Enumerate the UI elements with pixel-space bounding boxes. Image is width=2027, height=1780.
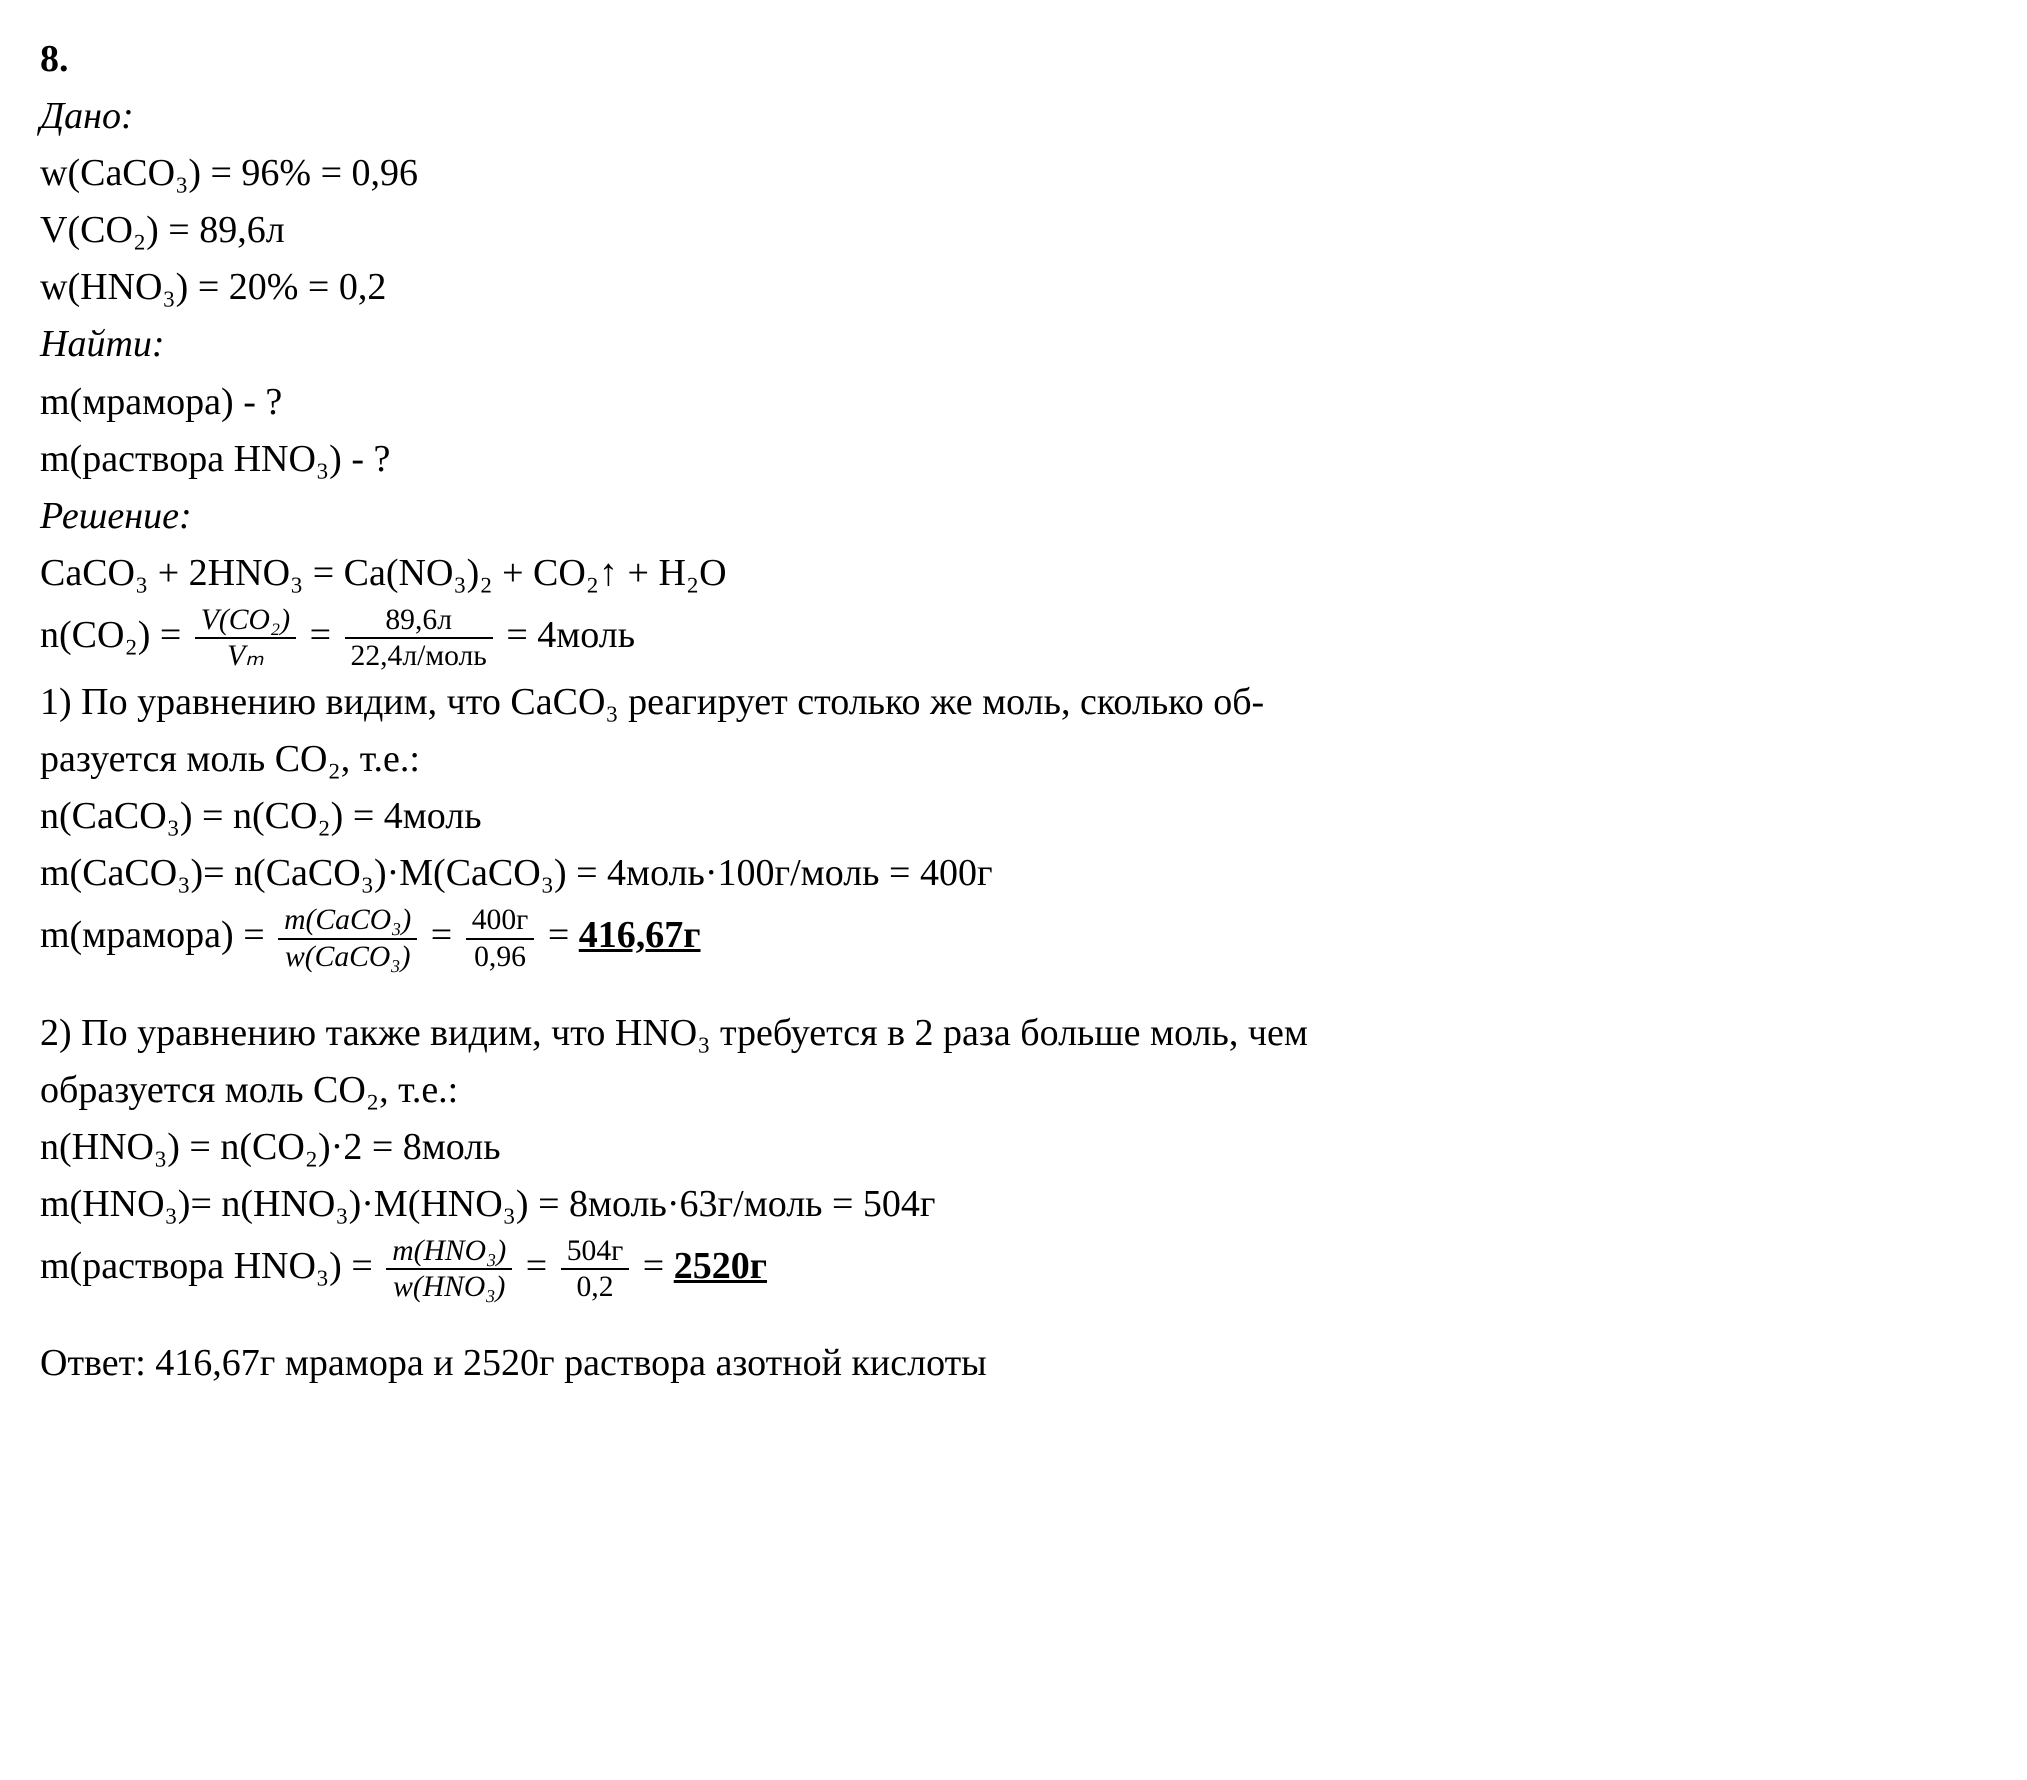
find-line-2: m(раствора HNO₃) - ? [40, 432, 1987, 487]
part2-m-line: m(HNO₃)= n(HNO₃)·M(HNO₃) = 8моль·63г/мол… [40, 1177, 1987, 1232]
n-co2-frac2-num: 89,6л [345, 603, 493, 639]
solmass-frac1-num: m(HNO₃) [386, 1234, 512, 1270]
problem-number: 8. [40, 32, 1987, 87]
part1-m-line: m(CaCO₃)= n(CaCO₃)·M(CaCO₃) = 4моль·100г… [40, 846, 1987, 901]
solmass-frac2-num: 504г [561, 1234, 630, 1270]
marble-frac1-den: w(CaCO₃) [278, 940, 417, 974]
marble-left: m(мрамора) = [40, 914, 274, 956]
part1-marble-line: m(мрамора) = m(CaCO₃) w(CaCO₃) = 400г 0,… [40, 903, 1987, 973]
solmass-frac1-den: w(HNO₃) [386, 1270, 512, 1304]
n-co2-frac2-den: 22,4л/моль [345, 639, 493, 673]
n-co2-frac1-den: Vₘ [195, 639, 296, 673]
n-co2-frac2: 89,6л 22,4л/моль [345, 603, 493, 673]
solmass-frac1: m(HNO₃) w(HNO₃) [386, 1234, 512, 1304]
solmass-eq: = [643, 1245, 674, 1287]
marble-mid: = [431, 914, 462, 956]
marble-frac2-num: 400г [466, 903, 535, 939]
part2-text-a: 2) По уравнению также видим, что HNO₃ тр… [40, 1006, 1987, 1061]
marble-frac2-den: 0,96 [466, 940, 535, 974]
find-label: Найти: [40, 317, 1987, 372]
solution-label: Решение: [40, 489, 1987, 544]
marble-frac1-num: m(CaCO₃) [278, 903, 417, 939]
marble-frac2: 400г 0,96 [466, 903, 535, 973]
solmass-mid: = [526, 1245, 557, 1287]
solmass-left: m(раствора HNO₃) = [40, 1245, 382, 1287]
part2-text-b: образуется моль CO₂, т.е.: [40, 1063, 1987, 1118]
answer-line: Ответ: 416,67г мрамора и 2520г раствора … [40, 1336, 1987, 1391]
find-line-1: m(мрамора) - ? [40, 375, 1987, 430]
n-co2-mid: = [310, 614, 341, 656]
n-co2-frac1-num: V(CO₂) [195, 603, 296, 639]
part1-text-a: 1) По уравнению видим, что CaCO₃ реагиру… [40, 675, 1987, 730]
n-co2-line: n(CO₂) = V(CO₂) Vₘ = 89,6л 22,4л/моль = … [40, 603, 1987, 673]
part1-text-b: разуется моль CO₂, т.е.: [40, 732, 1987, 787]
solmass-frac2-den: 0,2 [561, 1270, 630, 1304]
n-co2-frac1: V(CO₂) Vₘ [195, 603, 296, 673]
reaction-equation: CaCO₃ + 2HNO₃ = Ca(NO₃)₂ + CO₂↑ + H₂O [40, 546, 1987, 601]
marble-frac1: m(CaCO₃) w(CaCO₃) [278, 903, 417, 973]
n-co2-left: n(CO₂) = [40, 614, 191, 656]
given-line-3: w(HNO₃) = 20% = 0,2 [40, 260, 1987, 315]
marble-eq: = [548, 914, 579, 956]
part1-n-line: n(CaCO₃) = n(CO₂) = 4моль [40, 789, 1987, 844]
part2-n-line: n(HNO₃) = n(CO₂)·2 = 8моль [40, 1120, 1987, 1175]
given-line-1: w(CaCO₃) = 96% = 0,96 [40, 146, 1987, 201]
part2-solution-mass-line: m(раствора HNO₃) = m(HNO₃) w(HNO₃) = 504… [40, 1234, 1987, 1304]
n-co2-right: = 4моль [506, 614, 635, 656]
given-line-2: V(CO₂) = 89,6л [40, 203, 1987, 258]
marble-result: 416,67г [579, 914, 701, 956]
solmass-frac2: 504г 0,2 [561, 1234, 630, 1304]
given-label: Дано: [40, 89, 1987, 144]
solmass-result: 2520г [674, 1245, 767, 1287]
